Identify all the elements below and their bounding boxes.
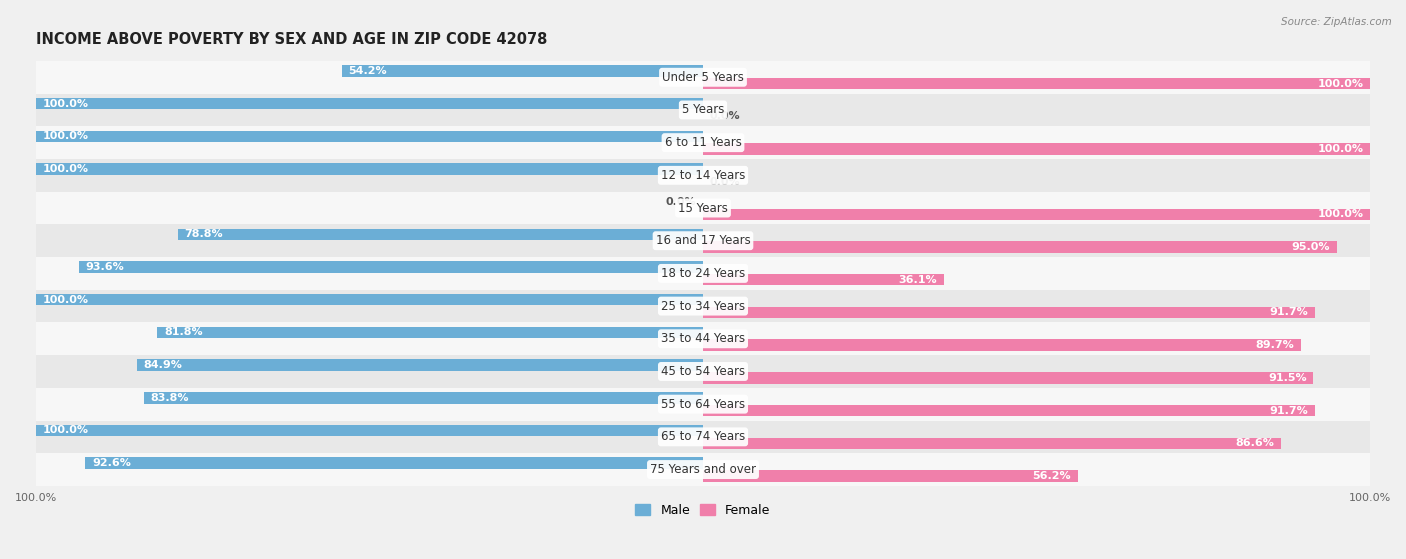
Text: 16 and 17 Years: 16 and 17 Years [655, 234, 751, 247]
Text: 100.0%: 100.0% [42, 425, 89, 435]
Bar [37, 290, 1369, 323]
Text: 0.0%: 0.0% [710, 111, 741, 121]
Bar [703, 274, 943, 286]
Text: 75 Years and over: 75 Years and over [650, 463, 756, 476]
Text: 86.6%: 86.6% [1234, 438, 1274, 448]
Bar [37, 163, 703, 174]
Text: 100.0%: 100.0% [42, 98, 89, 108]
Bar [703, 143, 1369, 155]
Text: 5 Years: 5 Years [682, 103, 724, 116]
Text: 12 to 14 Years: 12 to 14 Years [661, 169, 745, 182]
Bar [703, 470, 1078, 482]
Text: 55 to 64 Years: 55 to 64 Years [661, 397, 745, 411]
Text: 6 to 11 Years: 6 to 11 Years [665, 136, 741, 149]
Bar [145, 392, 703, 404]
Bar [37, 159, 1369, 192]
Bar [703, 438, 1281, 449]
Bar [37, 98, 703, 110]
Text: 100.0%: 100.0% [42, 131, 89, 141]
Bar [703, 372, 1313, 383]
Text: 89.7%: 89.7% [1256, 340, 1295, 350]
Text: 81.8%: 81.8% [165, 328, 202, 338]
Bar [37, 425, 703, 436]
Bar [37, 131, 703, 142]
Text: Source: ZipAtlas.com: Source: ZipAtlas.com [1281, 17, 1392, 27]
Text: Under 5 Years: Under 5 Years [662, 71, 744, 84]
Bar [136, 359, 703, 371]
Bar [342, 65, 703, 77]
Bar [37, 388, 1369, 420]
Text: 91.5%: 91.5% [1268, 373, 1306, 383]
Text: 92.6%: 92.6% [93, 458, 131, 468]
Bar [703, 339, 1301, 351]
Text: 18 to 24 Years: 18 to 24 Years [661, 267, 745, 280]
Text: 100.0%: 100.0% [42, 164, 89, 174]
Bar [177, 229, 703, 240]
Text: 36.1%: 36.1% [898, 275, 936, 285]
Text: 84.9%: 84.9% [143, 360, 183, 370]
Text: 100.0%: 100.0% [1317, 210, 1364, 219]
Text: 25 to 34 Years: 25 to 34 Years [661, 300, 745, 312]
Text: 95.0%: 95.0% [1291, 242, 1330, 252]
Bar [703, 209, 1369, 220]
Text: 93.6%: 93.6% [86, 262, 124, 272]
Text: 35 to 44 Years: 35 to 44 Years [661, 332, 745, 345]
Text: 91.7%: 91.7% [1270, 307, 1308, 318]
Bar [37, 355, 1369, 388]
Legend: Male, Female: Male, Female [630, 499, 776, 522]
Bar [86, 457, 703, 469]
Text: 78.8%: 78.8% [184, 229, 222, 239]
Text: 91.7%: 91.7% [1270, 405, 1308, 415]
Text: 0.0%: 0.0% [665, 197, 696, 207]
Bar [37, 257, 1369, 290]
Bar [37, 61, 1369, 93]
Text: 83.8%: 83.8% [150, 393, 190, 403]
Bar [37, 294, 703, 305]
Bar [703, 307, 1315, 318]
Text: 15 Years: 15 Years [678, 202, 728, 215]
Bar [79, 261, 703, 273]
Bar [37, 420, 1369, 453]
Bar [37, 93, 1369, 126]
Text: INCOME ABOVE POVERTY BY SEX AND AGE IN ZIP CODE 42078: INCOME ABOVE POVERTY BY SEX AND AGE IN Z… [37, 32, 547, 47]
Bar [37, 224, 1369, 257]
Text: 100.0%: 100.0% [1317, 144, 1364, 154]
Text: 0.0%: 0.0% [710, 177, 741, 187]
Bar [157, 326, 703, 338]
Bar [703, 241, 1337, 253]
Bar [37, 323, 1369, 355]
Text: 100.0%: 100.0% [42, 295, 89, 305]
Text: 100.0%: 100.0% [1317, 79, 1364, 89]
Bar [37, 453, 1369, 486]
Text: 65 to 74 Years: 65 to 74 Years [661, 430, 745, 443]
Text: 54.2%: 54.2% [349, 66, 387, 76]
Bar [37, 192, 1369, 224]
Text: 45 to 54 Years: 45 to 54 Years [661, 365, 745, 378]
Bar [703, 405, 1315, 416]
Bar [37, 126, 1369, 159]
Bar [703, 78, 1369, 89]
Text: 56.2%: 56.2% [1032, 471, 1071, 481]
